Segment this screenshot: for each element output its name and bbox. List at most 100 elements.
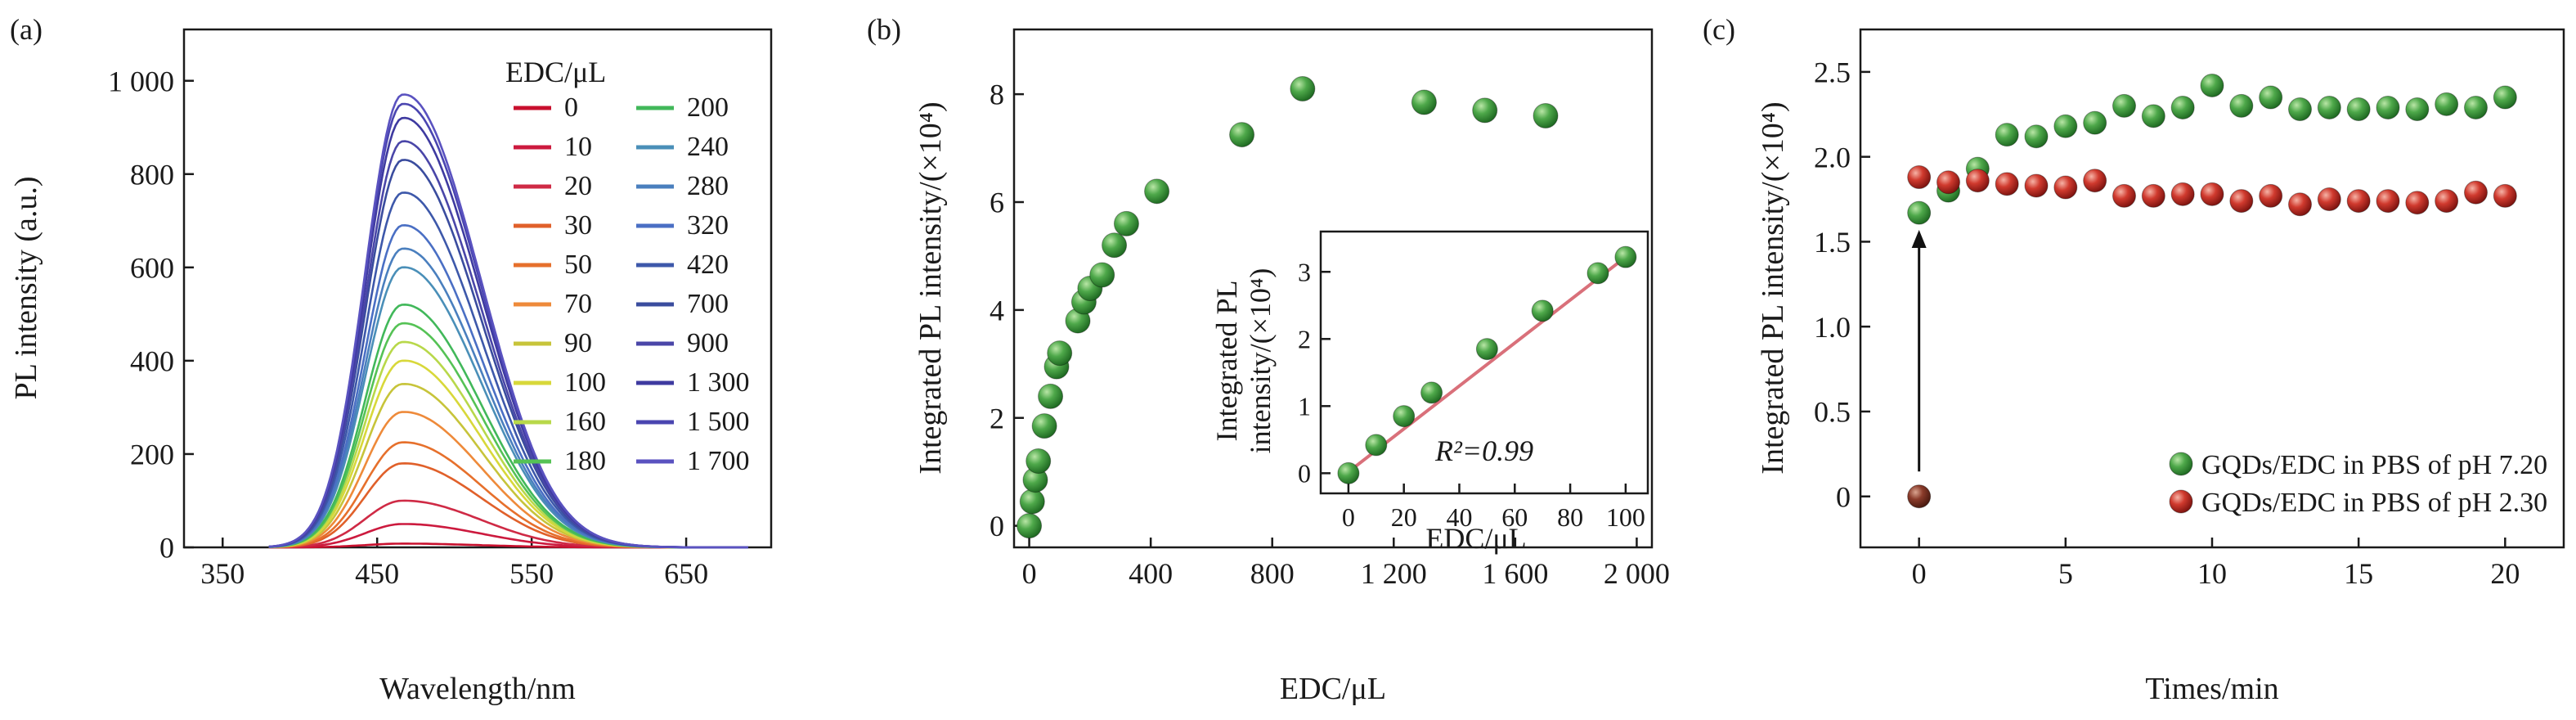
series-1-point (2405, 191, 2430, 215)
series-1-point (2200, 182, 2224, 206)
data-point (1089, 262, 1115, 288)
series-1-point (1907, 165, 1932, 190)
panel-b-x-tick-label: 0 (1022, 557, 1037, 590)
panel-c-axes: 0 5 10 15 20 0 0.5 1.0 1.5 2.0 2.5 (1814, 56, 2520, 590)
inset-x-tick-label: 60 (1501, 502, 1528, 532)
data-point (1031, 413, 1057, 439)
panel-a-x-tick-label: 450 (355, 557, 399, 590)
panel-b-y-tick-label: 8 (990, 79, 1004, 111)
series-0-point (2053, 114, 2078, 138)
legend-entry-label: 20 (564, 171, 592, 201)
panel-b-points (1016, 76, 1559, 539)
panel-a-y-tick-label: 0 (159, 532, 174, 565)
panel-a-x-axis-label: Wavelength/nm (379, 672, 576, 706)
data-point (1472, 97, 1498, 124)
series-1-point (2493, 183, 2517, 208)
inset-y-axis-label-line2: intensity/(×10⁴) (1244, 268, 1277, 454)
legend-entry-label: 240 (687, 132, 729, 162)
panel-c-x-tick-label: 0 (1912, 557, 1927, 590)
panel-c-x-axis-label: Times/min (2145, 672, 2278, 706)
data-point (1411, 89, 1437, 115)
panel-b-y-tick-label: 6 (990, 187, 1004, 219)
panel-b-inset-chart: 0 20 40 60 80 100 0 1 2 3 R²=0.99 EDC/μL Integrat… (1210, 230, 1649, 555)
inset-y-tick-label: 3 (1298, 257, 1311, 286)
series-1-point (2259, 183, 2283, 208)
series-0-point (2493, 85, 2517, 110)
series-1-point (2024, 173, 2049, 198)
legend-entry-label: 30 (564, 210, 592, 241)
legend-entry-label: GQDs/EDC in PBS of pH 2.30 (2201, 488, 2547, 518)
series-1-point (1965, 169, 1990, 193)
spectrum-curve-18 (268, 102, 748, 549)
inset-data-point (1531, 299, 1554, 322)
panel-b-y-tick-label: 4 (990, 294, 1004, 326)
series-0-point (2464, 95, 2488, 119)
inset-fit-line (1347, 255, 1627, 474)
legend-entry-label: 1 700 (687, 446, 750, 476)
panel-b-x-tick-label: 400 (1129, 557, 1173, 590)
legend-entry-label: 900 (687, 328, 729, 358)
series-0-point (2112, 93, 2136, 118)
legend-entry-label: 320 (687, 210, 729, 241)
data-point (1102, 232, 1128, 259)
data-point (1038, 383, 1064, 409)
inset-points (1337, 245, 1637, 484)
legend-entry-label: 200 (687, 92, 729, 123)
legend-entry-label: 1 500 (687, 407, 750, 437)
inset-data-point (1586, 262, 1609, 285)
series-1-point (2053, 175, 2078, 200)
legend-entry-label: 700 (687, 289, 729, 319)
panel-a-y-axis-label: PL intensity (a.u.) (9, 177, 43, 400)
series-0-point (2317, 95, 2341, 119)
series-0-point (1907, 200, 1932, 225)
panel-b-x-tick-label: 1 600 (1482, 557, 1548, 590)
data-point (1019, 488, 1045, 515)
series-1-point (2229, 189, 2254, 214)
panel-c-x-tick-label: 5 (2058, 557, 2073, 590)
legend-entry-label: 100 (564, 367, 606, 398)
legend-entry-label: 420 (687, 250, 729, 280)
panel-c-y-tick-label: 0 (1836, 480, 1851, 513)
legend-entry-label: 90 (564, 328, 592, 358)
initial-point (1907, 484, 1932, 509)
series-1-point (2083, 169, 2107, 193)
series-0-point (2259, 85, 2283, 110)
series-1-point (1936, 170, 1960, 195)
series-0-point (2024, 124, 2049, 149)
series-1-point (2346, 189, 2371, 214)
inset-data-point (1614, 245, 1637, 268)
panel-b-x-axis-label: EDC/μL (1280, 672, 1386, 706)
series-0-point (2141, 104, 2165, 128)
inset-x-axis-label: EDC/μL (1425, 522, 1526, 555)
panel-c-label: (c) (1703, 13, 1735, 46)
series-0-point (2435, 92, 2459, 116)
series-0-point (2376, 95, 2400, 119)
panel-b-y-axis-label: Integrated PL intensity/(×10⁴) (913, 101, 948, 474)
panel-b-x-tick-label: 2 000 (1604, 557, 1670, 590)
panel-a-x-tick-label: 550 (509, 557, 554, 590)
legend-entry-label: 180 (564, 446, 606, 476)
inset-data-point (1365, 434, 1388, 457)
legend-marker (2169, 452, 2193, 476)
legend-entry-label: 10 (564, 132, 592, 162)
inset-x-tick-label: 20 (1391, 502, 1417, 532)
panel-c-y-tick-label: 1.0 (1814, 311, 1851, 344)
inset-data-point (1475, 338, 1498, 361)
legend-entry-label: 0 (564, 92, 578, 123)
legend-entry-label: 1 300 (687, 367, 750, 398)
legend-entry-label: 70 (564, 289, 592, 319)
panel-b-frame (1012, 28, 1654, 549)
panel-b-x-tick-label: 800 (1250, 557, 1295, 590)
spectrum-curve-19 (268, 93, 748, 549)
series-1-point (2288, 192, 2312, 217)
inset-axes: 0 20 40 60 80 100 0 1 2 3 (1298, 257, 1645, 532)
series-0-point (2200, 73, 2224, 97)
panel-a-legend: EDC/μL 0 10 20 30 50 70 90 100 160 180 200 240 280 32… (505, 56, 750, 476)
inset-x-tick-label: 80 (1557, 502, 1583, 532)
panel-c-x-tick-label: 20 (2490, 557, 2520, 590)
panel-c-points (1907, 73, 2517, 509)
